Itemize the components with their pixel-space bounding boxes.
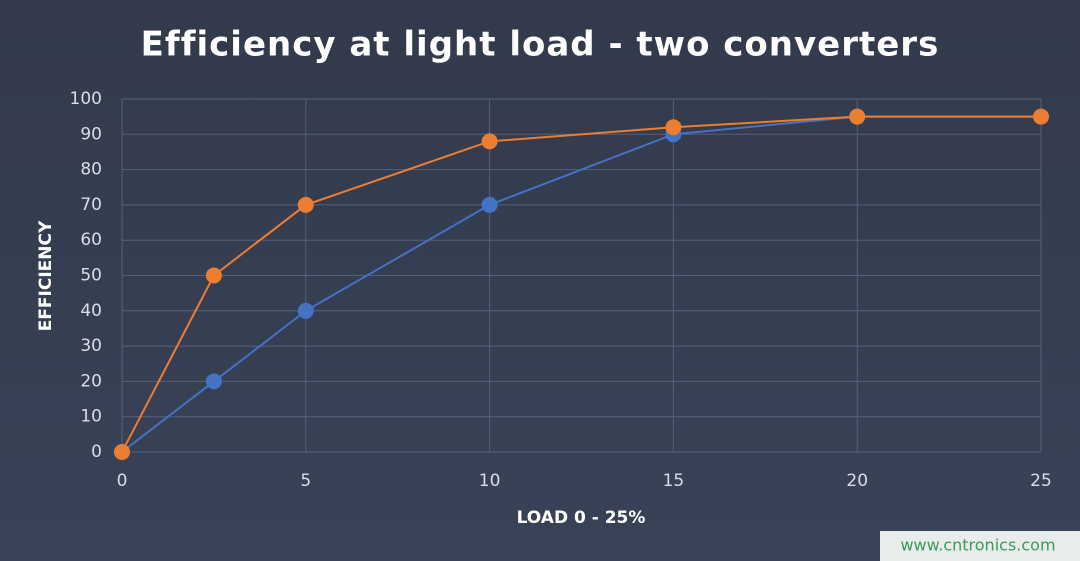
x-axis-label: LOAD 0 - 25% [517, 508, 646, 528]
x-tick-label: 20 [846, 471, 868, 491]
y-tick-label: 20 [80, 371, 102, 391]
y-tick-label: 30 [80, 336, 102, 356]
watermark: www.cntronics.com [900, 536, 1055, 555]
data-point [481, 196, 498, 213]
x-tick-label: 0 [117, 471, 128, 491]
data-point [114, 444, 130, 460]
data-point [205, 267, 222, 284]
y-tick-label: 50 [80, 266, 102, 286]
y-tick-label: 90 [80, 124, 102, 144]
x-tick-label: 10 [479, 471, 501, 491]
x-tick-label: 15 [663, 471, 685, 491]
x-tick-label: 25 [1030, 471, 1052, 491]
data-point [1033, 108, 1049, 125]
chart-title: Efficiency at light load - two converter… [141, 25, 940, 65]
data-point [481, 133, 498, 150]
data-point [205, 373, 222, 390]
y-tick-label: 80 [80, 160, 102, 180]
y-tick-label: 40 [80, 301, 102, 321]
y-axis-label: EFFICIENCY [36, 220, 56, 331]
y-tick-label: 100 [70, 89, 102, 109]
data-point [297, 302, 314, 319]
y-tick-label: 10 [80, 407, 102, 427]
y-tick-label: 60 [80, 230, 102, 250]
data-point [665, 119, 682, 136]
data-point [297, 196, 314, 213]
data-point [849, 108, 866, 125]
x-tick-label: 5 [300, 471, 311, 491]
y-tick-label: 70 [80, 195, 102, 215]
watermark-box [880, 531, 1080, 561]
y-tick-label: 0 [91, 442, 102, 462]
